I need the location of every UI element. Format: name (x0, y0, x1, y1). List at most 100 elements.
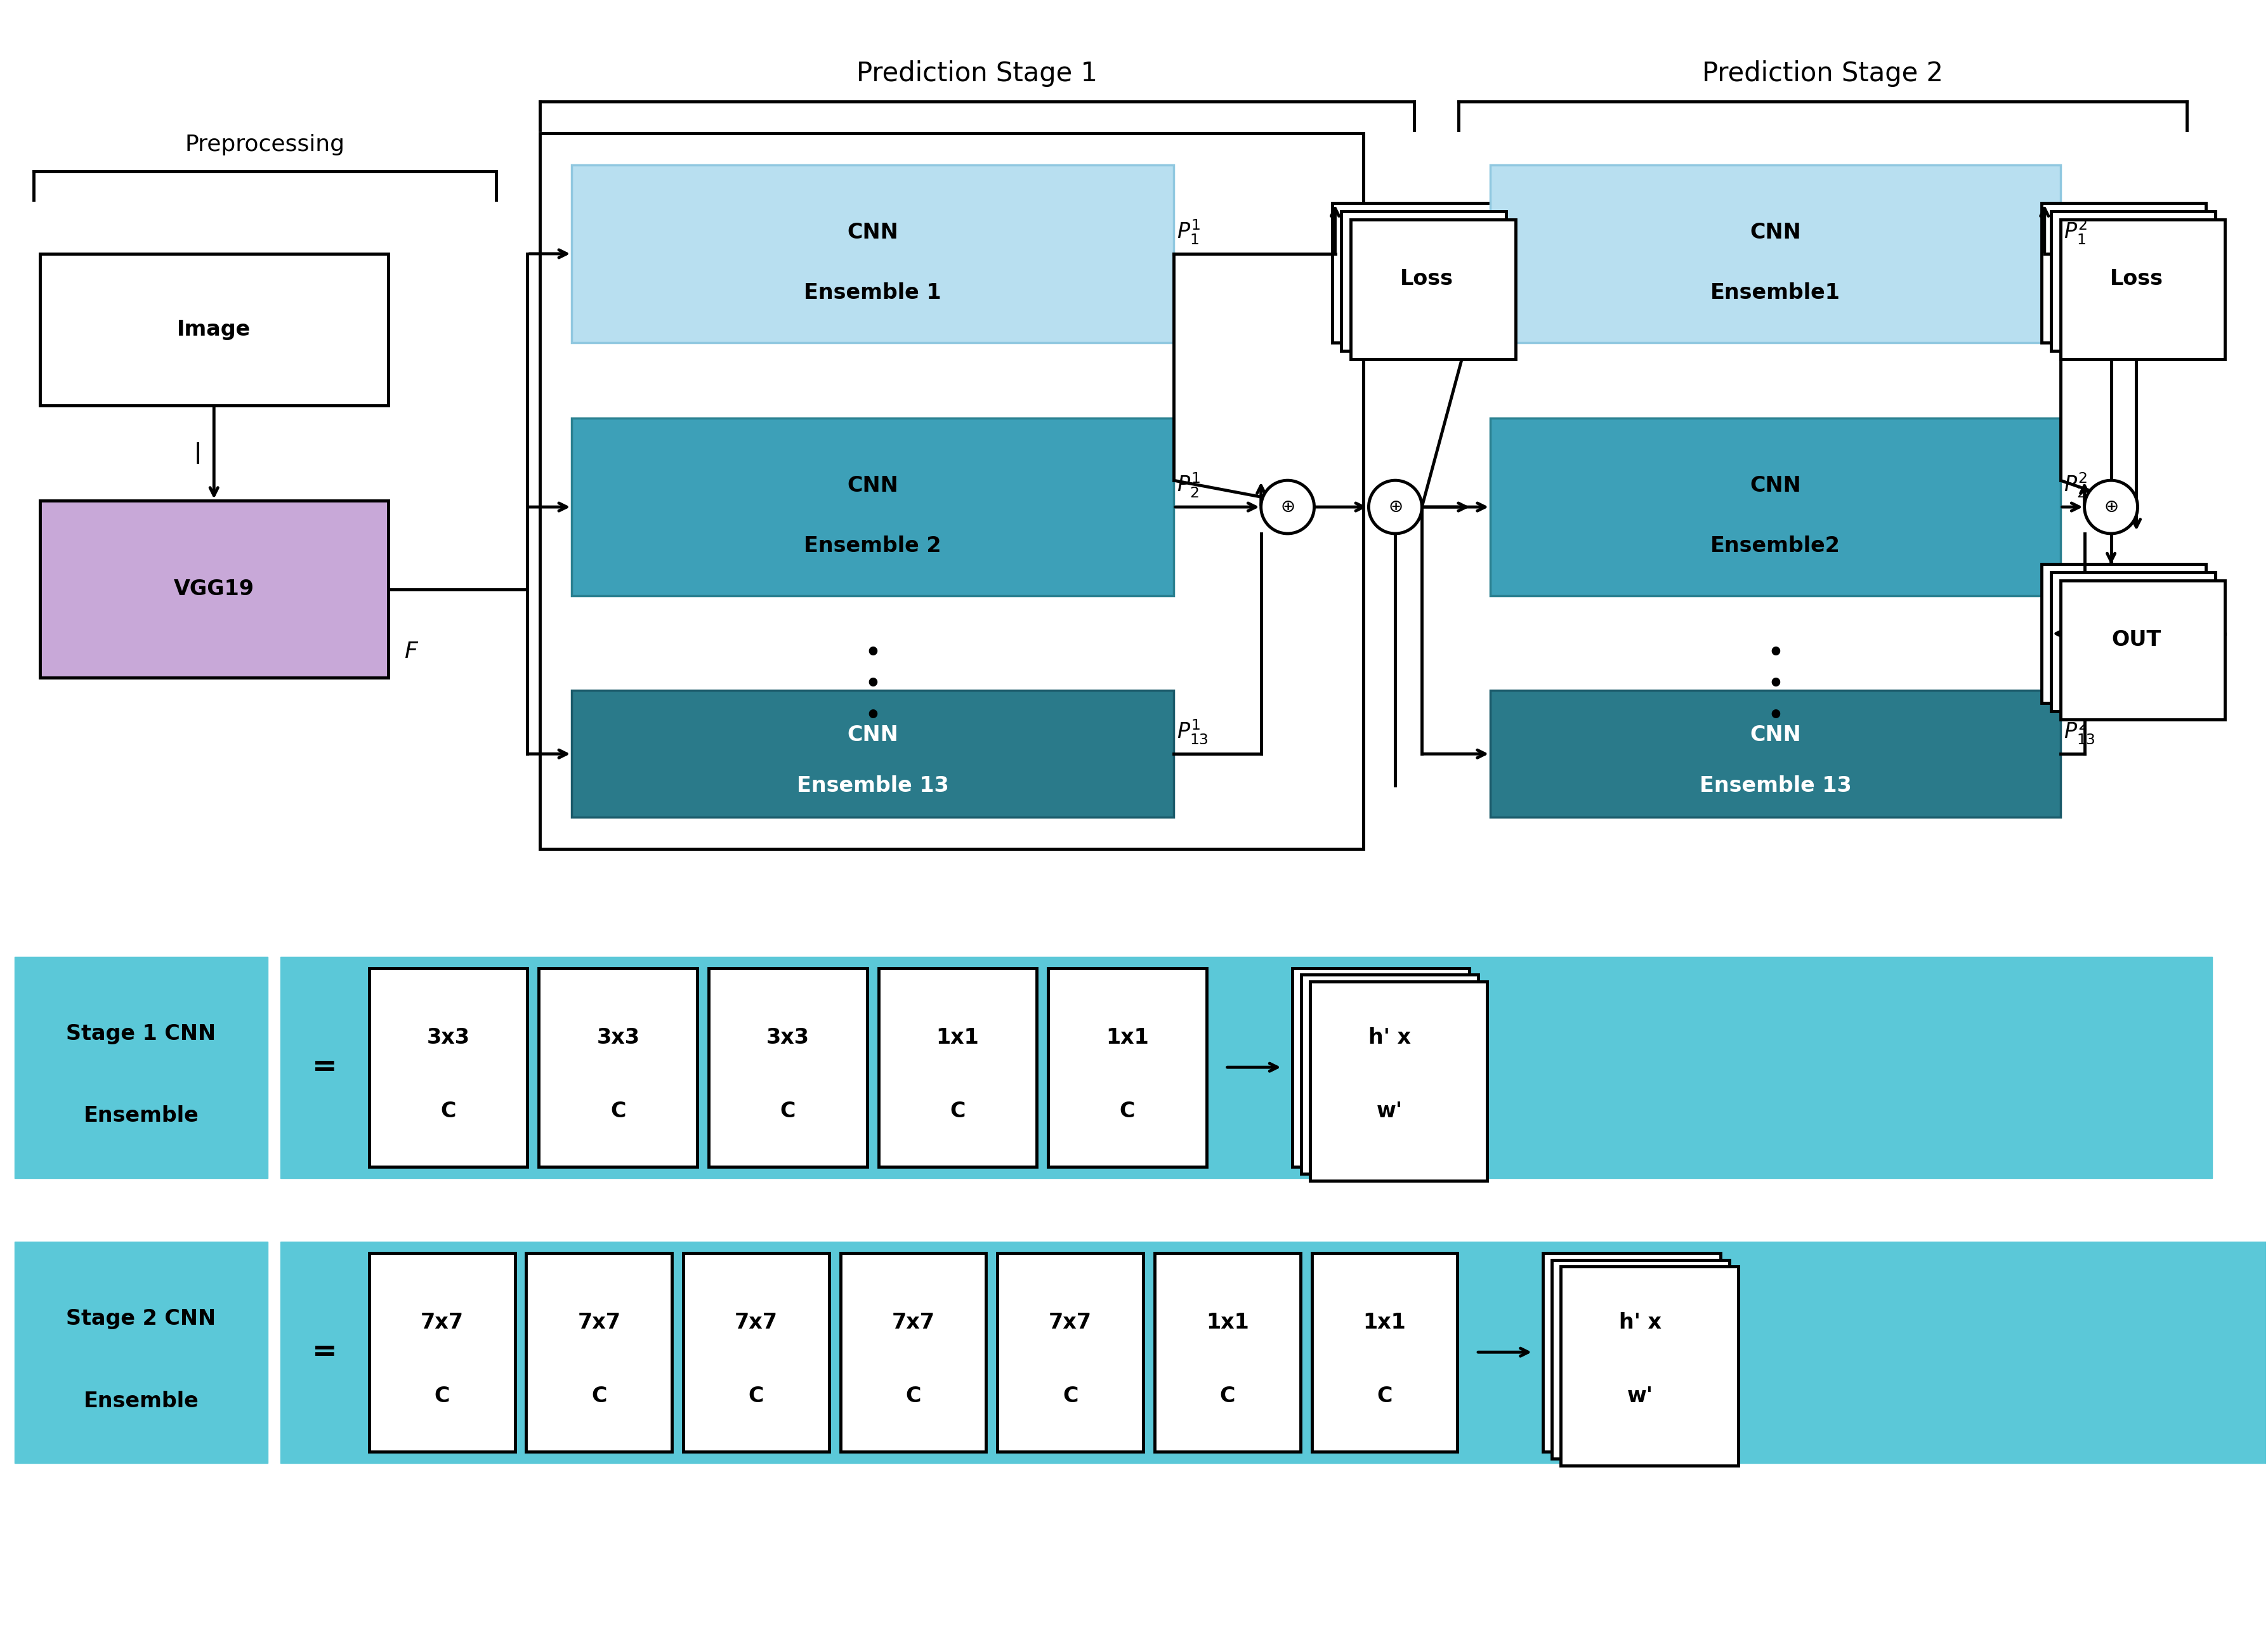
Bar (1302, 975, 1479, 1174)
Bar (2050, 212, 2216, 351)
Text: •: • (864, 704, 880, 727)
Text: C: C (610, 1100, 626, 1121)
Text: $P_{13}^1$: $P_{13}^1$ (1177, 718, 1209, 747)
Bar (1048, 967, 1207, 1167)
Circle shape (2084, 481, 2139, 534)
Text: 3x3: 3x3 (767, 1026, 810, 1048)
Text: 3x3: 3x3 (596, 1026, 640, 1048)
Bar (1331, 204, 1497, 343)
Text: =: = (313, 1338, 338, 1366)
Circle shape (1368, 481, 1422, 534)
Text: C: C (433, 1386, 449, 1407)
Bar (41, 501, 388, 678)
Text: C: C (780, 1100, 796, 1121)
Bar (281, 1241, 2268, 1463)
Bar (540, 967, 696, 1167)
Text: 1x1: 1x1 (1207, 1312, 1250, 1333)
Text: C: C (1220, 1386, 1236, 1407)
Text: Ensemble 13: Ensemble 13 (1699, 775, 1851, 796)
Bar (370, 1253, 515, 1452)
Text: C: C (1377, 1386, 1393, 1407)
Text: •: • (1767, 672, 1783, 696)
Text: Prediction Stage 2: Prediction Stage 2 (1703, 61, 1944, 87)
Text: Prediction Stage 1: Prediction Stage 1 (857, 61, 1098, 87)
Text: C: C (905, 1386, 921, 1407)
Text: Stage 2 CNN: Stage 2 CNN (66, 1309, 215, 1330)
Text: w': w' (1377, 1100, 1402, 1121)
Bar (2041, 204, 2207, 343)
Text: •: • (864, 672, 880, 696)
Text: CNN: CNN (848, 724, 898, 745)
Text: C: C (950, 1100, 966, 1121)
Bar (708, 967, 866, 1167)
Bar (1542, 1253, 1719, 1452)
Text: 1x1: 1x1 (1107, 1026, 1150, 1048)
Bar (1551, 1259, 1728, 1458)
Text: C: C (748, 1386, 764, 1407)
Text: |: | (195, 442, 202, 465)
Text: Image: Image (177, 319, 252, 340)
Bar (1340, 212, 1506, 351)
Bar (572, 166, 1173, 343)
Bar (14, 1241, 268, 1463)
Bar (2041, 563, 2207, 703)
Text: =: = (313, 1053, 338, 1082)
Text: CNN: CNN (1749, 475, 1801, 496)
Text: Ensemble2: Ensemble2 (1710, 535, 1839, 557)
Text: CNN: CNN (1749, 724, 1801, 745)
Bar (1311, 1253, 1458, 1452)
Text: Ensemble: Ensemble (84, 1391, 200, 1412)
Bar (281, 957, 2211, 1177)
Bar (2059, 220, 2225, 360)
Text: CNN: CNN (848, 222, 898, 243)
Text: F: F (404, 640, 417, 662)
Circle shape (1261, 481, 1313, 534)
Bar (572, 691, 1173, 818)
Text: Stage 1 CNN: Stage 1 CNN (66, 1023, 215, 1044)
Bar (878, 967, 1036, 1167)
Text: $P_1^1$: $P_1^1$ (1177, 218, 1200, 246)
Text: $\oplus$: $\oplus$ (1281, 498, 1295, 516)
Bar (2059, 580, 2225, 719)
Text: 3x3: 3x3 (426, 1026, 469, 1048)
Bar (1293, 967, 1470, 1167)
Text: $\oplus$: $\oplus$ (1388, 498, 1402, 516)
Text: Ensemble1: Ensemble1 (1710, 282, 1839, 304)
Bar (572, 419, 1173, 596)
Bar (370, 967, 528, 1167)
Text: 7x7: 7x7 (578, 1312, 621, 1333)
Text: $\oplus$: $\oplus$ (2105, 498, 2118, 516)
Bar (1154, 1253, 1300, 1452)
Text: C: C (1064, 1386, 1077, 1407)
Bar (540, 133, 1363, 849)
Text: w': w' (1628, 1386, 1653, 1407)
Text: 1x1: 1x1 (937, 1026, 980, 1048)
Text: h' x: h' x (1368, 1026, 1411, 1048)
Text: Ensemble: Ensemble (84, 1105, 200, 1126)
Bar (1490, 419, 2059, 596)
Text: CNN: CNN (1749, 222, 1801, 243)
Bar (1560, 1266, 1737, 1466)
Bar (1490, 166, 2059, 343)
Text: C: C (440, 1100, 456, 1121)
Text: Loss: Loss (2109, 269, 2164, 289)
Bar (526, 1253, 671, 1452)
Text: VGG19: VGG19 (175, 580, 254, 599)
Text: Ensemble 13: Ensemble 13 (796, 775, 948, 796)
Text: •: • (1767, 704, 1783, 727)
Bar (998, 1253, 1143, 1452)
Text: Loss: Loss (1399, 269, 1454, 289)
Bar (1311, 982, 1488, 1181)
Text: •: • (864, 640, 880, 665)
Bar (14, 957, 268, 1177)
Text: Ensemble 1: Ensemble 1 (805, 282, 941, 304)
Text: 1x1: 1x1 (1363, 1312, 1406, 1333)
Text: OUT: OUT (2112, 629, 2161, 650)
Text: 7x7: 7x7 (1048, 1312, 1091, 1333)
Bar (41, 255, 388, 406)
Text: Ensemble 2: Ensemble 2 (805, 535, 941, 557)
Text: 7x7: 7x7 (735, 1312, 778, 1333)
Text: 7x7: 7x7 (891, 1312, 934, 1333)
Text: $P_{13}^2$: $P_{13}^2$ (2064, 718, 2096, 747)
Text: CNN: CNN (848, 475, 898, 496)
